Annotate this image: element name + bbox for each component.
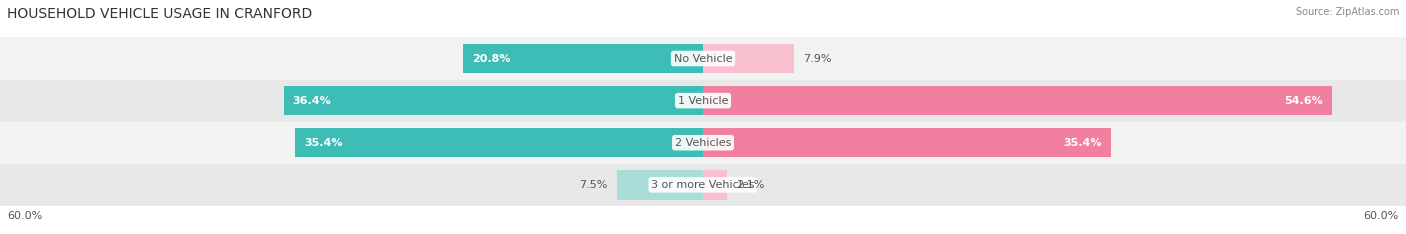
Text: 20.8%: 20.8% (472, 54, 510, 63)
Text: 54.6%: 54.6% (1284, 96, 1323, 106)
Bar (703, 128, 1111, 157)
Text: Source: ZipAtlas.com: Source: ZipAtlas.com (1295, 7, 1399, 17)
Text: 60.0%: 60.0% (1364, 211, 1399, 221)
Bar (617, 170, 703, 200)
Text: 7.5%: 7.5% (579, 180, 607, 190)
Text: No Vehicle: No Vehicle (673, 54, 733, 63)
Text: HOUSEHOLD VEHICLE USAGE IN CRANFORD: HOUSEHOLD VEHICLE USAGE IN CRANFORD (7, 7, 312, 21)
Text: 2.1%: 2.1% (737, 180, 765, 190)
Text: 60.0%: 60.0% (7, 211, 42, 221)
Bar (703, 86, 1333, 115)
Bar (0, 164, 1406, 206)
Bar (284, 86, 703, 115)
Text: 1 Vehicle: 1 Vehicle (678, 96, 728, 106)
Bar (464, 44, 703, 73)
Bar (0, 122, 1406, 164)
Bar (0, 37, 1406, 80)
Bar (295, 128, 703, 157)
Text: 3 or more Vehicles: 3 or more Vehicles (651, 180, 755, 190)
Text: 35.4%: 35.4% (304, 138, 343, 148)
Bar (703, 170, 727, 200)
Text: 35.4%: 35.4% (1063, 138, 1102, 148)
Text: 36.4%: 36.4% (292, 96, 332, 106)
Bar (703, 44, 794, 73)
Bar (0, 80, 1406, 122)
Text: 2 Vehicles: 2 Vehicles (675, 138, 731, 148)
Text: 7.9%: 7.9% (803, 54, 832, 63)
